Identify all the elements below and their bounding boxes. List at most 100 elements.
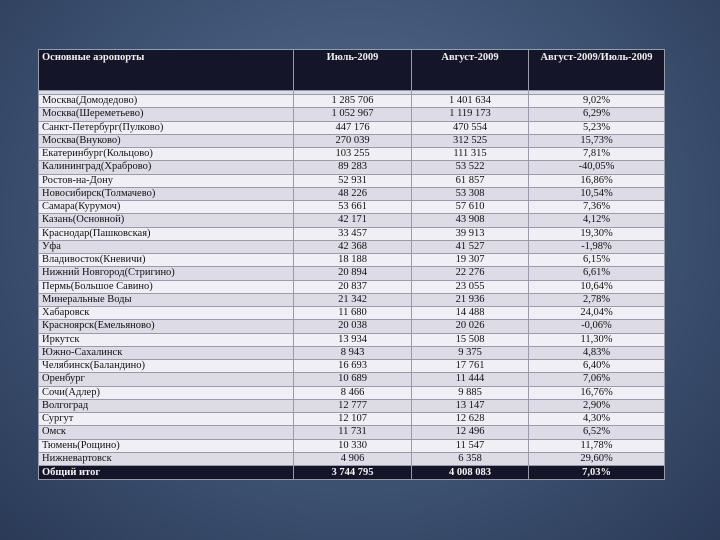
airport-name: Новосибирск(Толмачево) — [38, 186, 294, 202]
july-value: 4 906 — [293, 451, 412, 467]
august-value: 61 857 — [411, 173, 529, 188]
july-value: 20 038 — [293, 319, 412, 334]
table-row: Нижневартовск 4 906 6 358 29,60% — [38, 451, 665, 467]
total-change: 7,03% — [528, 465, 665, 480]
table-row: Ростов-на-Дону 52 931 61 857 16,86% — [38, 173, 665, 188]
table-body: Москва(Домодедово) 1 285 706 1 401 634 9,02… — [38, 90, 665, 467]
table-row: Челябинск(Баландино) 16 693 17 761 6,40% — [38, 358, 665, 374]
july-value: 42 171 — [293, 213, 412, 228]
airport-name: Оренбург — [38, 372, 294, 387]
change-value: -1,98% — [528, 239, 665, 255]
august-value: 312 525 — [411, 133, 529, 149]
july-value: 13 934 — [293, 332, 412, 347]
airport-name: Волгоград — [38, 398, 294, 414]
change-value: 29,60% — [528, 451, 665, 467]
july-value: 18 188 — [293, 252, 412, 268]
airport-name: Екатеринбург(Кольцово) — [38, 146, 294, 162]
table-row: Нижний Новгород(Стригино) 20 894 22 276 6,6… — [38, 266, 665, 281]
airport-name: Нижневартовск — [38, 451, 294, 467]
change-value: 5,23% — [528, 120, 665, 135]
august-value: 470 554 — [411, 120, 529, 135]
airports-table: Основные аэропорты Июль-2009 Август-2009… — [38, 49, 665, 480]
change-value: 10,54% — [528, 186, 665, 202]
header-july-2009: Июль-2009 — [293, 49, 412, 91]
august-value: 6 358 — [411, 451, 529, 467]
header-airports: Основные аэропорты — [38, 49, 294, 91]
table-row: Сочи(Адлер) 8 466 9 885 16,76% — [38, 385, 665, 400]
table-row: Москва(Внуково) 270 039 312 525 15,73% — [38, 133, 665, 149]
table-row: Владивосток(Кневичи) 18 188 19 307 6,15% — [38, 252, 665, 268]
table-row: Москва(Шереметьево) 1 052 967 1 119 173 6,2… — [38, 107, 665, 122]
change-value: 9,02% — [528, 93, 665, 109]
july-value: 1 285 706 — [293, 93, 412, 109]
change-value: 11,30% — [528, 332, 665, 347]
table-row: Минеральные Воды 21 342 21 936 2,78% — [38, 292, 665, 308]
july-value: 103 255 — [293, 146, 412, 162]
change-value: 24,04% — [528, 305, 665, 321]
july-value: 89 283 — [293, 160, 412, 175]
table-row: Санкт-Петербург(Пулково) 447 176 470 554 5,… — [38, 120, 665, 135]
total-august: 4 008 083 — [411, 465, 529, 480]
july-value: 48 226 — [293, 186, 412, 202]
august-value: 1 119 173 — [411, 107, 529, 122]
airport-name: Пермь(Большое Савино) — [38, 279, 294, 294]
table-row: Волгоград 12 777 13 147 2,90% — [38, 398, 665, 414]
july-value: 8 466 — [293, 385, 412, 400]
total-july: 3 744 795 — [293, 465, 412, 480]
july-value: 11 731 — [293, 425, 412, 440]
july-value: 12 777 — [293, 398, 412, 414]
july-value: 10 330 — [293, 438, 412, 453]
august-value: 53 522 — [411, 160, 529, 175]
july-value: 20 837 — [293, 279, 412, 294]
airport-name: Хабаровск — [38, 305, 294, 321]
july-value: 16 693 — [293, 358, 412, 374]
change-value: 6,29% — [528, 107, 665, 122]
airport-name: Омск — [38, 425, 294, 440]
july-value: 8 943 — [293, 345, 412, 361]
airport-name: Красноярск(Емельяново) — [38, 319, 294, 334]
change-value: 19,30% — [528, 226, 665, 241]
july-value: 12 107 — [293, 411, 412, 427]
airport-name: Москва(Шереметьево) — [38, 107, 294, 122]
header-row: Основные аэропорты Июль-2009 Август-2009… — [38, 49, 665, 91]
july-value: 1 052 967 — [293, 107, 412, 122]
table-row: Казань(Основной) 42 171 43 908 4,12% — [38, 213, 665, 228]
august-value: 12 496 — [411, 425, 529, 440]
airport-name: Сочи(Адлер) — [38, 385, 294, 400]
table-row: Южно-Сахалинск 8 943 9 375 4,83% — [38, 345, 665, 361]
july-value: 33 457 — [293, 226, 412, 241]
table-row: Иркутск 13 934 15 508 11,30% — [38, 332, 665, 347]
july-value: 52 931 — [293, 173, 412, 188]
august-value: 12 628 — [411, 411, 529, 427]
airport-name: Сургут — [38, 411, 294, 427]
airport-name: Москва(Домодедово) — [38, 93, 294, 109]
change-value: 7,81% — [528, 146, 665, 162]
airport-name: Краснодар(Пашковская) — [38, 226, 294, 241]
august-value: 43 908 — [411, 213, 529, 228]
table-row: Тюмень(Рощино) 10 330 11 547 11,78% — [38, 438, 665, 453]
change-value: 7,36% — [528, 199, 665, 215]
airport-name: Уфа — [38, 239, 294, 255]
table-row: Сургут 12 107 12 628 4,30% — [38, 411, 665, 427]
august-value: 22 276 — [411, 266, 529, 281]
august-value: 111 315 — [411, 146, 529, 162]
change-value: 2,78% — [528, 292, 665, 308]
august-value: 9 885 — [411, 385, 529, 400]
august-value: 57 610 — [411, 199, 529, 215]
airport-name: Санкт-Петербург(Пулково) — [38, 120, 294, 135]
airport-name: Ростов-на-Дону — [38, 173, 294, 188]
august-value: 13 147 — [411, 398, 529, 414]
change-value: 6,15% — [528, 252, 665, 268]
change-value: 11,78% — [528, 438, 665, 453]
change-value: 6,40% — [528, 358, 665, 374]
august-value: 39 913 — [411, 226, 529, 241]
august-value: 15 508 — [411, 332, 529, 347]
change-value: 7,06% — [528, 372, 665, 387]
change-value: 4,12% — [528, 213, 665, 228]
august-value: 9 375 — [411, 345, 529, 361]
table-row: Красноярск(Емельяново) 20 038 20 026 -0,06% — [38, 319, 665, 334]
total-label: Общий итог — [38, 465, 294, 480]
airport-name: Нижний Новгород(Стригино) — [38, 266, 294, 281]
change-value: 4,83% — [528, 345, 665, 361]
total-row: Общий итог 3 744 795 4 008 083 7,03% — [38, 465, 665, 480]
